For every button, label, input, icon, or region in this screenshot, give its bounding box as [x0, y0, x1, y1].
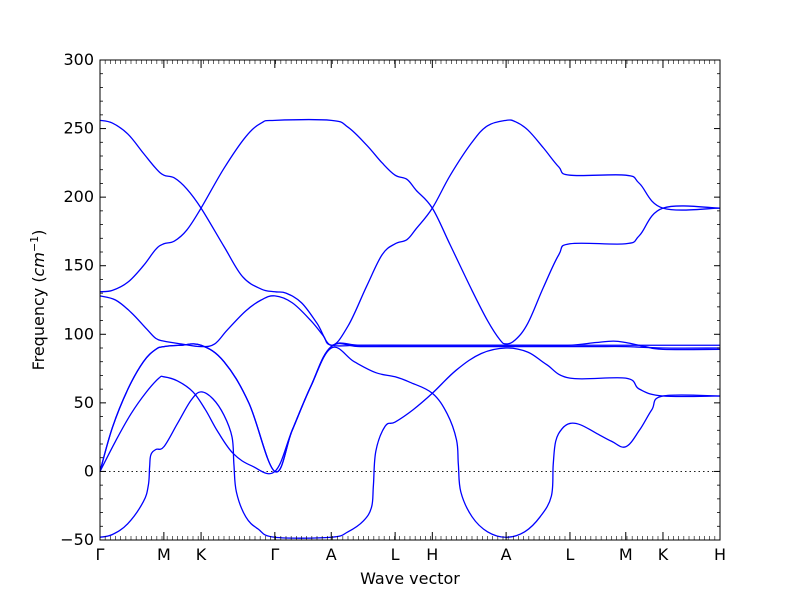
band-line-6 [99, 119, 721, 345]
x-tick-label: A [326, 545, 337, 564]
x-tick-label: M [157, 545, 171, 564]
y-tick-label: 150 [63, 256, 94, 275]
phonon-bands [99, 119, 721, 539]
x-tick-label: Γ [270, 545, 279, 564]
y-axis-title-exponent: −1 [28, 236, 41, 252]
x-tick-label: L [565, 545, 574, 564]
band-line-4 [99, 342, 720, 473]
x-tick-label: A [501, 545, 512, 564]
x-axis-title: Wave vector [360, 569, 460, 588]
band-line-7 [99, 119, 721, 346]
x-tick-label: M [619, 545, 633, 564]
y-tick-label: 300 [63, 50, 94, 69]
y-axis-title-unit: cm [29, 252, 48, 276]
x-tick-label: K [658, 545, 669, 564]
y-tick-label: −50 [60, 530, 94, 549]
x-tick-label: H [714, 545, 726, 564]
y-axis-title: Frequency (cm−1) [28, 230, 48, 371]
x-tick-label: H [426, 545, 438, 564]
band-line-1 [99, 347, 721, 539]
x-tick-label: L [391, 545, 400, 564]
y-axis-title-prefix: Frequency ( [29, 276, 48, 370]
band-line-3 [99, 342, 721, 473]
y-tick-label: 250 [63, 119, 94, 138]
band-line-5 [99, 295, 721, 351]
plot-frame [99, 59, 721, 541]
x-tick-label: K [196, 545, 207, 564]
y-tick-label: 50 [74, 393, 94, 412]
y-tick-label: 200 [63, 187, 94, 206]
y-axis-title-suffix: ) [29, 230, 48, 236]
x-tick-label: Γ [96, 545, 105, 564]
band-line-2 [99, 346, 721, 538]
y-tick-label: 100 [63, 324, 94, 343]
y-tick-label: 0 [84, 461, 94, 480]
y-axis-ticks: −50 0 50 100 150 200 250 300 [60, 50, 720, 549]
